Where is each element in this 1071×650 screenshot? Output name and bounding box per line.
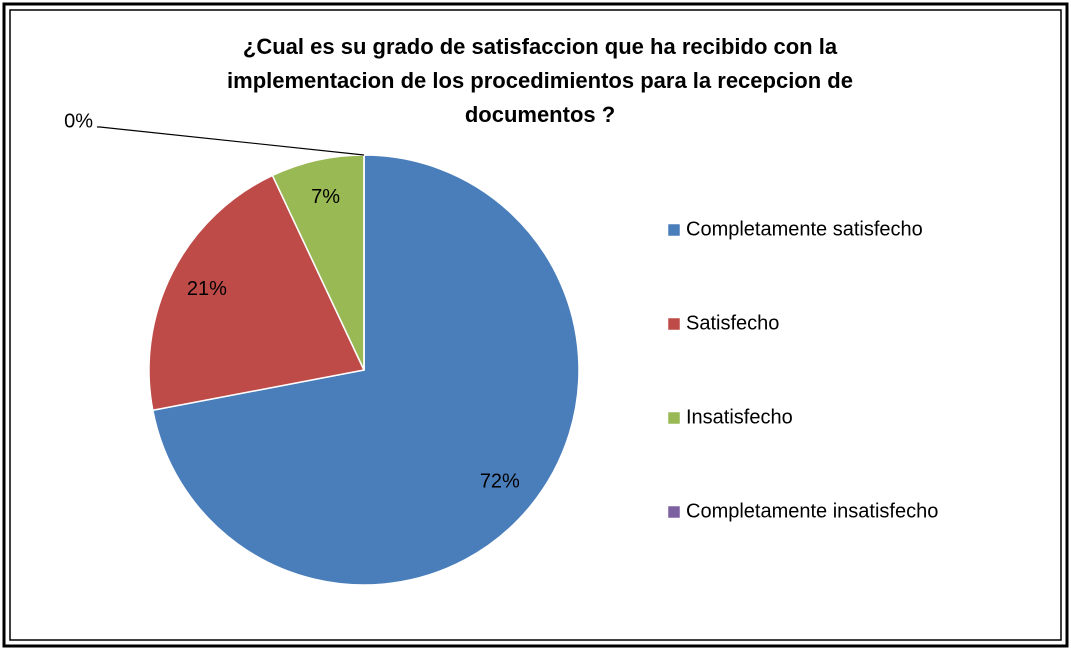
inner-border: [9, 9, 1062, 641]
legend-label: Completamente satisfecho: [686, 218, 923, 240]
legend-label: Completamente insatisfecho: [686, 500, 938, 522]
data-label: 7%: [311, 186, 340, 208]
legend-swatch: [667, 411, 681, 425]
legend-label: Insatisfecho: [686, 406, 793, 428]
pie-slice: [148, 174, 366, 412]
legend-swatch: [667, 223, 681, 237]
data-label: 21%: [187, 278, 227, 300]
legend-swatch: [667, 317, 681, 331]
chart-title: ¿Cual es su grado de satisfaccion que ha…: [227, 34, 853, 127]
legend-label: Satisfecho: [686, 312, 779, 334]
leader-line: [97, 126, 365, 156]
data-label: 0%: [64, 110, 93, 132]
legend-swatch: [667, 505, 681, 519]
pie-slice: [151, 154, 580, 586]
data-label: 72%: [480, 471, 520, 493]
